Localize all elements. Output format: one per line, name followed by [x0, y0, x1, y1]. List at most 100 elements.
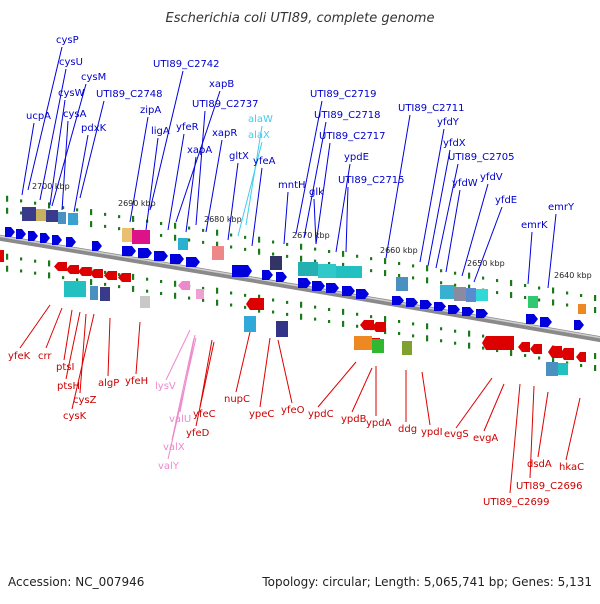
cds-block: [402, 341, 412, 355]
tick-mark: [468, 284, 471, 291]
tick-mark: [300, 243, 303, 250]
gene-label-xapB: xapB: [209, 79, 234, 90]
tick-mark: [314, 317, 317, 321]
leader-line: [237, 141, 263, 237]
genome-backbone-highlight: [0, 235, 600, 339]
tick-mark: [356, 312, 359, 316]
leader-line: [167, 337, 197, 460]
tick-mark: [328, 307, 331, 311]
scale-tick-2690: 2690 kbp: [118, 199, 156, 208]
leader-line: [171, 337, 195, 441]
forward-gene: [462, 307, 474, 316]
forward-gene: [392, 296, 404, 305]
cds-block: [336, 266, 362, 278]
tick-mark: [132, 273, 135, 280]
tick-mark: [538, 286, 541, 290]
scale-tick-2650: 2650 kbp: [467, 259, 505, 268]
tick-mark: [594, 295, 597, 302]
tick-mark: [328, 261, 331, 265]
tick-mark: [132, 215, 135, 222]
gene-label-cysZ: cysZ: [73, 395, 97, 406]
tick-mark: [468, 342, 471, 349]
tick-marks: [6, 195, 597, 372]
tick-mark: [20, 257, 23, 261]
gene-label-yfeO: yfeO: [281, 405, 305, 416]
forward-gene: [476, 309, 488, 318]
tick-mark: [440, 339, 443, 343]
tick-mark: [384, 316, 387, 323]
gene-label-UTI89_C2699: UTI89_C2699: [483, 497, 550, 508]
tick-mark: [552, 357, 555, 364]
gene-label-cysW: cysW: [58, 88, 85, 99]
leader-line: [317, 361, 357, 408]
tick-mark: [370, 269, 373, 273]
scale-tick-2670: 2670 kbp: [292, 231, 330, 240]
tick-mark: [482, 334, 485, 338]
tick-mark: [342, 308, 345, 315]
tick-mark: [300, 255, 303, 262]
forward-gene: [342, 286, 355, 296]
forward-gene: [170, 254, 184, 264]
tick-mark: [188, 238, 191, 242]
reverse-gene: [548, 346, 562, 358]
leader-line: [303, 121, 327, 239]
tick-mark: [594, 353, 597, 360]
forward-gene: [298, 278, 311, 288]
gene-label-yfeR: yfeR: [176, 122, 199, 133]
tick-mark: [146, 277, 149, 281]
leader-line: [79, 313, 87, 394]
forward-gene: [5, 227, 15, 237]
gene-label-yfdX: yfdX: [443, 138, 466, 149]
tick-mark: [230, 291, 233, 295]
tick-mark: [426, 323, 429, 330]
tick-mark: [398, 319, 401, 323]
tick-mark: [300, 313, 303, 320]
gene-label-hkaC: hkaC: [559, 462, 584, 473]
forward-gene: [262, 270, 273, 280]
tick-mark: [510, 350, 513, 357]
leader-line: [49, 99, 66, 206]
tick-mark: [90, 209, 93, 216]
tick-mark: [286, 254, 289, 258]
cds-block: [440, 285, 454, 299]
tick-mark: [370, 257, 373, 261]
tick-mark: [188, 226, 191, 230]
leader-line: [205, 139, 223, 233]
leader-line: [45, 307, 63, 349]
tick-mark: [244, 235, 247, 239]
leader-line: [235, 331, 251, 393]
leader-line: [565, 397, 581, 461]
gene-label-yfeH: yfeH: [125, 376, 148, 387]
leader-line: [129, 116, 149, 223]
reverse-gene: [560, 348, 574, 360]
tick-mark: [132, 285, 135, 292]
tick-mark: [384, 270, 387, 277]
tick-mark: [216, 229, 219, 236]
tick-mark: [356, 254, 359, 258]
tick-mark: [48, 260, 51, 267]
tick-mark: [272, 240, 275, 244]
gene-label-yfdW: yfdW: [452, 178, 478, 189]
tick-mark: [412, 264, 415, 268]
leader-line: [27, 46, 63, 191]
gene-label-emrY: emrY: [548, 202, 575, 213]
leader-line: [435, 163, 459, 269]
tick-mark: [426, 265, 429, 272]
gene-label-UTI89_C2696: UTI89_C2696: [516, 481, 583, 492]
gene-label-UTI89_C2715: UTI89_C2715: [338, 175, 405, 186]
gene-label-UTI89_C2742: UTI89_C2742: [153, 59, 220, 70]
forward-gene: [122, 246, 136, 256]
tick-mark: [160, 291, 163, 295]
reverse-gene: [482, 336, 514, 350]
leader-line: [79, 100, 105, 199]
gene-label-glk: glk: [309, 187, 324, 198]
leader-line: [461, 183, 489, 277]
tick-mark: [202, 228, 205, 232]
tick-mark: [328, 319, 331, 323]
gene-label-cysM: cysM: [81, 72, 106, 83]
leader-line: [21, 122, 35, 196]
leader-line: [149, 70, 184, 211]
tick-mark: [510, 292, 513, 299]
cds-block: [578, 304, 586, 314]
tick-mark: [370, 315, 373, 319]
